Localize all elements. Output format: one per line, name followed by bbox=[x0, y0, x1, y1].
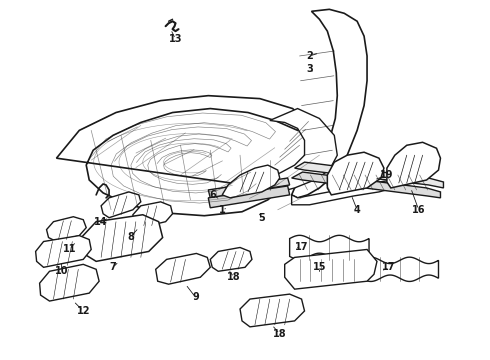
Polygon shape bbox=[290, 235, 369, 260]
Polygon shape bbox=[133, 202, 172, 228]
Text: 13: 13 bbox=[169, 34, 182, 44]
Text: 16: 16 bbox=[412, 205, 425, 215]
Text: 10: 10 bbox=[55, 266, 68, 276]
Polygon shape bbox=[285, 249, 377, 289]
Polygon shape bbox=[294, 162, 443, 188]
Text: 18: 18 bbox=[227, 272, 241, 282]
Text: 11: 11 bbox=[63, 244, 76, 255]
Polygon shape bbox=[156, 253, 210, 284]
Text: 17: 17 bbox=[382, 262, 395, 272]
Text: 8: 8 bbox=[127, 231, 134, 242]
Polygon shape bbox=[387, 142, 441, 188]
Polygon shape bbox=[268, 109, 337, 192]
Polygon shape bbox=[56, 96, 306, 216]
Text: 3: 3 bbox=[306, 64, 313, 74]
Polygon shape bbox=[292, 9, 367, 198]
Polygon shape bbox=[210, 247, 252, 271]
Text: 12: 12 bbox=[76, 306, 90, 316]
Polygon shape bbox=[361, 257, 439, 282]
Polygon shape bbox=[208, 186, 290, 208]
Polygon shape bbox=[240, 294, 305, 327]
Polygon shape bbox=[292, 172, 441, 198]
Text: 7: 7 bbox=[110, 262, 117, 272]
Text: 4: 4 bbox=[354, 205, 361, 215]
Text: 1: 1 bbox=[219, 205, 225, 215]
Polygon shape bbox=[292, 180, 394, 205]
Polygon shape bbox=[208, 178, 290, 198]
Text: 5: 5 bbox=[259, 213, 265, 223]
Text: 15: 15 bbox=[313, 262, 326, 272]
Polygon shape bbox=[222, 165, 280, 198]
Text: 6: 6 bbox=[210, 190, 217, 200]
Text: 18: 18 bbox=[273, 329, 287, 339]
Polygon shape bbox=[36, 235, 91, 267]
Text: 19: 19 bbox=[380, 170, 393, 180]
Polygon shape bbox=[40, 264, 99, 301]
Text: 2: 2 bbox=[306, 51, 313, 61]
Polygon shape bbox=[81, 215, 163, 261]
Polygon shape bbox=[327, 152, 384, 195]
Text: 17: 17 bbox=[295, 243, 308, 252]
Polygon shape bbox=[101, 192, 141, 218]
Text: 9: 9 bbox=[192, 292, 199, 302]
Polygon shape bbox=[47, 217, 86, 242]
Text: 14: 14 bbox=[95, 217, 108, 227]
